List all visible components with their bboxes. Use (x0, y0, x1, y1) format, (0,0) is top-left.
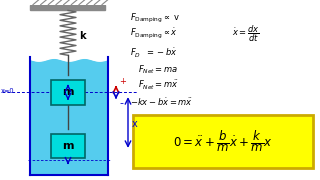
Text: m: m (62, 87, 74, 97)
Text: $-kx - b\dot{x} = m\ddot{x}$: $-kx - b\dot{x} = m\ddot{x}$ (130, 96, 193, 108)
Bar (51, 134, 85, 158)
Text: $F_{\rm Damping}$$\propto \dot{x}$: $F_{\rm Damping}$$\propto \dot{x}$ (130, 27, 178, 41)
Text: $F_D$  $= -b\dot{x}$: $F_D$ $= -b\dot{x}$ (130, 47, 178, 60)
Bar (51, 80, 85, 105)
Text: $\dot{x} = \dfrac{dx}{dt}$: $\dot{x} = \dfrac{dx}{dt}$ (232, 24, 260, 44)
Text: +: + (119, 77, 126, 86)
Text: $F_{Net} = ma$: $F_{Net} = ma$ (138, 64, 178, 76)
Bar (30, 5, 105, 10)
Text: m: m (62, 141, 74, 151)
Text: k: k (79, 31, 86, 41)
Text: $F_{Net} = m\ddot{x}$: $F_{Net} = m\ddot{x}$ (138, 79, 179, 92)
Text: $0 = \ddot{x} + \dfrac{b}{m}\dot{x} + \dfrac{k}{m}x$: $0 = \ddot{x} + \dfrac{b}{m}\dot{x} + \d… (173, 129, 273, 154)
Text: x: x (132, 119, 138, 129)
Text: -: - (119, 98, 123, 108)
Text: $F_{\rm Damping}$$\propto$ v: $F_{\rm Damping}$$\propto$ v (130, 12, 180, 25)
Bar (133, 115, 313, 168)
Bar (31, 57, 108, 175)
Text: x=0: x=0 (1, 88, 15, 94)
